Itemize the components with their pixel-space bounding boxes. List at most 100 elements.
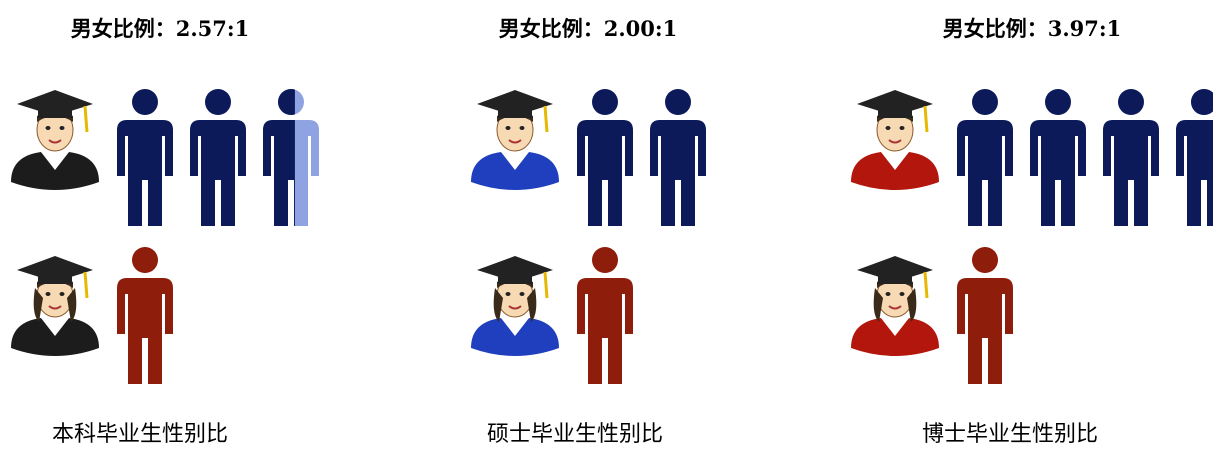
eye <box>885 126 891 130</box>
eye <box>45 126 51 130</box>
eye <box>505 292 511 296</box>
male-figure <box>117 89 173 226</box>
female-figure-head <box>592 247 618 273</box>
mouth <box>888 305 902 310</box>
male-figure-body <box>263 120 295 226</box>
male-figure <box>1103 89 1159 226</box>
male-figure-head <box>132 89 158 115</box>
caption: 博士毕业生性别比 <box>922 422 1098 447</box>
collar <box>881 318 909 336</box>
tassel <box>543 105 549 133</box>
mouth <box>508 139 522 144</box>
male-graduate <box>851 90 939 190</box>
tassel <box>83 271 89 299</box>
male-figure-head <box>1045 89 1071 115</box>
tassel <box>923 105 929 133</box>
male-figure-body <box>1176 120 1213 226</box>
collar <box>41 318 69 336</box>
eye <box>519 292 525 296</box>
eye <box>59 126 65 130</box>
male-figure-filled <box>1176 89 1213 226</box>
male-figure <box>1176 89 1213 226</box>
tassel <box>923 271 929 299</box>
male-figure-body <box>117 120 173 226</box>
cap-base <box>878 108 912 118</box>
eye <box>885 292 891 296</box>
panel: 男女比例：2.57:1 本科毕业生性别比 <box>11 16 319 447</box>
female-figure-head <box>972 247 998 273</box>
eye <box>899 292 905 296</box>
male-figure <box>577 89 633 226</box>
ratio-value: 2.00:1 <box>604 16 678 41</box>
ratio-prefix: 男女比例： <box>943 16 1048 41</box>
male-figure-head <box>665 89 691 115</box>
male-figure-filled <box>263 89 295 226</box>
ratio-value: 2.57:1 <box>176 16 250 41</box>
hair <box>493 288 537 322</box>
collar <box>881 152 909 170</box>
male-figure <box>650 89 706 226</box>
cap <box>477 256 553 282</box>
collar <box>501 152 529 170</box>
panel: 男女比例：2.00:1 硕士毕业生性别比 <box>471 16 706 447</box>
collar <box>501 318 529 336</box>
female-graduate <box>11 256 99 356</box>
gown <box>851 152 939 190</box>
eye <box>519 126 525 130</box>
male-figure-head <box>205 89 231 115</box>
cap <box>857 90 933 116</box>
male-figure <box>1030 89 1086 226</box>
male-graduate <box>11 90 99 190</box>
male-figure-body <box>1030 120 1086 226</box>
female-figure-head <box>132 247 158 273</box>
eye <box>45 292 51 296</box>
caption: 硕士毕业生性别比 <box>487 422 663 447</box>
female-figure-body <box>577 278 633 384</box>
ratio-prefix: 男女比例： <box>71 16 176 41</box>
male-figure-head <box>592 89 618 115</box>
eye <box>59 292 65 296</box>
cap-base <box>498 274 532 284</box>
ratio-title: 男女比例：2.00:1 <box>499 16 678 41</box>
male-figure-body <box>650 120 706 226</box>
male-figure-body <box>190 120 246 226</box>
gown <box>11 318 99 356</box>
female-figure-body <box>117 278 173 384</box>
ratio-prefix: 男女比例： <box>499 16 604 41</box>
hair <box>33 288 77 322</box>
male-figure-head <box>278 89 295 115</box>
female-figure <box>957 247 1013 384</box>
cap <box>857 256 933 282</box>
female-figure <box>117 247 173 384</box>
cap <box>17 90 93 116</box>
ratio-title: 男女比例：2.57:1 <box>71 16 250 41</box>
eye <box>505 126 511 130</box>
male-figure-body <box>1103 120 1159 226</box>
cap-base <box>878 274 912 284</box>
female-figure <box>577 247 633 384</box>
mouth <box>888 139 902 144</box>
hair <box>873 288 917 322</box>
mouth <box>48 139 62 144</box>
male-figure-body <box>577 120 633 226</box>
gown <box>851 318 939 356</box>
cap <box>477 90 553 116</box>
ratio-value: 3.97:1 <box>1048 16 1122 41</box>
male-figure <box>957 89 1013 226</box>
tassel <box>83 105 89 133</box>
eye <box>899 126 905 130</box>
male-figure-head <box>1191 89 1213 115</box>
male-figure-head <box>972 89 998 115</box>
cap-base <box>38 274 72 284</box>
ratio-title: 男女比例：3.97:1 <box>943 16 1122 41</box>
caption: 本科毕业生性别比 <box>52 422 228 447</box>
cap-base <box>498 108 532 118</box>
female-graduate <box>851 256 939 356</box>
gown <box>471 152 559 190</box>
male-figure-head <box>1118 89 1144 115</box>
cap <box>17 256 93 282</box>
male-graduate <box>471 90 559 190</box>
gown <box>471 318 559 356</box>
male-figure-body <box>957 120 1013 226</box>
cap-base <box>38 108 72 118</box>
